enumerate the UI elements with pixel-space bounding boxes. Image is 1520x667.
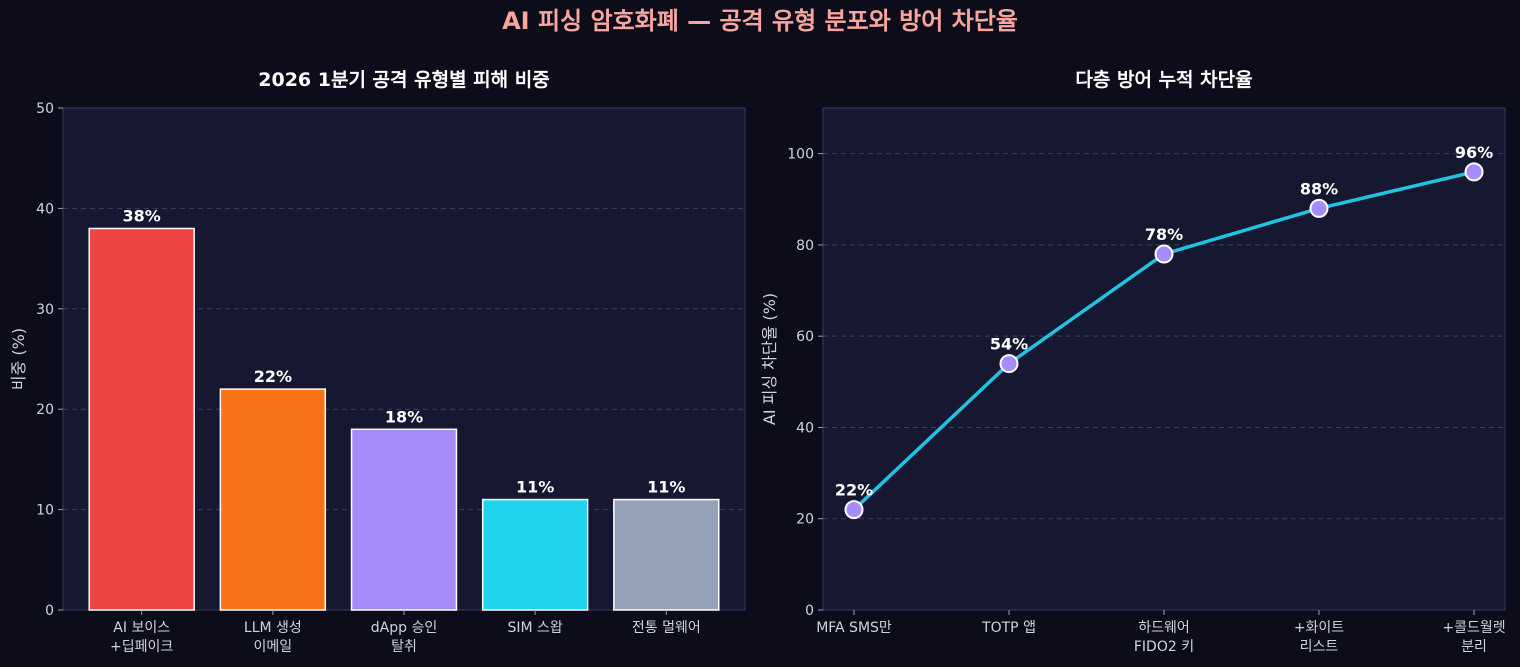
bar	[613, 498, 720, 611]
bar-data-label: 18%	[385, 407, 423, 426]
bar-chart-y-axis-label: 비중 (%)	[9, 328, 28, 390]
bar-chart-y-tick-label: 10	[36, 503, 54, 519]
line-chart-y-ticks: 0 20 40 60 80 100	[787, 147, 823, 619]
bar-chart-x-tick-label: SIM 스왑	[507, 620, 562, 636]
line-chart-y-tick-label: 40	[796, 420, 814, 436]
line-point	[999, 354, 1019, 374]
line-point	[1154, 244, 1174, 264]
line-data-label: 22%	[835, 481, 873, 500]
bar-chart-bars	[88, 227, 720, 611]
line-chart-x-tick-label: +화이트 리스트	[1294, 620, 1344, 655]
line-chart-y-tick-label: 60	[796, 329, 814, 345]
bar-chart-data-labels: 38% 22% 18% 11% 11%	[123, 206, 686, 496]
bar-data-label: 38%	[123, 206, 161, 225]
bar	[88, 227, 195, 611]
bar-data-label: 22%	[254, 367, 292, 386]
line-data-label: 54%	[990, 335, 1028, 354]
line-chart: 다층 방어 누적 차단율 AI 피싱 차단율 (%) 020406080100 …	[760, 69, 1506, 655]
line-chart-x-ticks: MFA SMS만 TOTP 앱 하드웨어 FIDO2 키 +화이트 리스트 +콜드월렛 분리	[816, 610, 1506, 655]
line-chart-x-tick-label: 하드웨어 FIDO2 키	[1134, 620, 1194, 655]
line-chart-y-tick-label: 100	[787, 147, 814, 163]
bar-chart-y-tick-label: 20	[36, 402, 54, 418]
bar	[219, 388, 327, 611]
bar-data-label: 11%	[516, 478, 554, 497]
bar-chart-title: 2026 1분기 공격 유형별 피해 비중	[258, 69, 549, 91]
line-chart-y-axis-label: AI 피싱 차단율 (%)	[760, 293, 779, 425]
line-chart-x-tick-label: TOTP 앱	[981, 620, 1036, 636]
line-data-label: 96%	[1455, 143, 1493, 162]
line-chart-series	[844, 162, 1484, 520]
bar-chart-y-tick-label: 40	[36, 201, 54, 217]
bar-chart-x-tick-label: AI 보이스 +딥페이크	[110, 620, 173, 655]
bar-chart-y-ticks: 0 10 20 30 40 50	[36, 101, 63, 619]
line-chart-y-tick-label: 20	[796, 512, 814, 528]
line-chart-x-tick-label: MFA SMS만	[816, 620, 892, 636]
line-point	[1309, 198, 1329, 218]
line-point	[1464, 162, 1484, 182]
bar-chart-x-tick-label: LLM 생성 이메일	[244, 620, 302, 655]
line-data-label: 88%	[1300, 179, 1338, 198]
line-chart-gridlines	[823, 153, 1505, 520]
bar-chart-y-tick-label: 50	[36, 101, 54, 117]
line-chart-plot-area	[822, 107, 1506, 611]
bar-chart-x-tick-label: dApp 승인 탈취	[371, 620, 437, 655]
bar-data-label: 11%	[647, 478, 685, 497]
line-data-label: 78%	[1145, 225, 1183, 244]
bar-chart-y-tick-label: 30	[36, 302, 54, 318]
line-chart-title: 다층 방어 누적 차단율	[1075, 69, 1252, 91]
line-chart-y-tick-label: 0	[805, 603, 814, 619]
bar-chart-x-ticks: AI 보이스 +딥페이크 LLM 생성 이메일 dApp 승인 탈취 SIM 스왑 전통 멀웨…	[110, 610, 701, 655]
bar	[481, 498, 589, 611]
bar	[350, 428, 458, 611]
line-chart-x-tick-label: +콜드월렛 분리	[1442, 620, 1505, 655]
line-chart-y-tick-label: 80	[796, 238, 814, 254]
line-chart-data-labels: 22% 54% 78% 88% 96%	[835, 143, 1493, 500]
figure-title: AI 피싱 암호화폐 — 공격 유형 분포와 방어 차단율	[502, 7, 1018, 35]
bar-chart-y-tick-label: 0	[45, 603, 54, 619]
line-point	[844, 500, 864, 520]
bar-chart-x-tick-label: 전통 멀웨어	[632, 620, 701, 636]
bar-chart: 2026 1분기 공격 유형별 피해 비중 비중 (%) 0 10 20 30 40 50…	[9, 69, 746, 655]
